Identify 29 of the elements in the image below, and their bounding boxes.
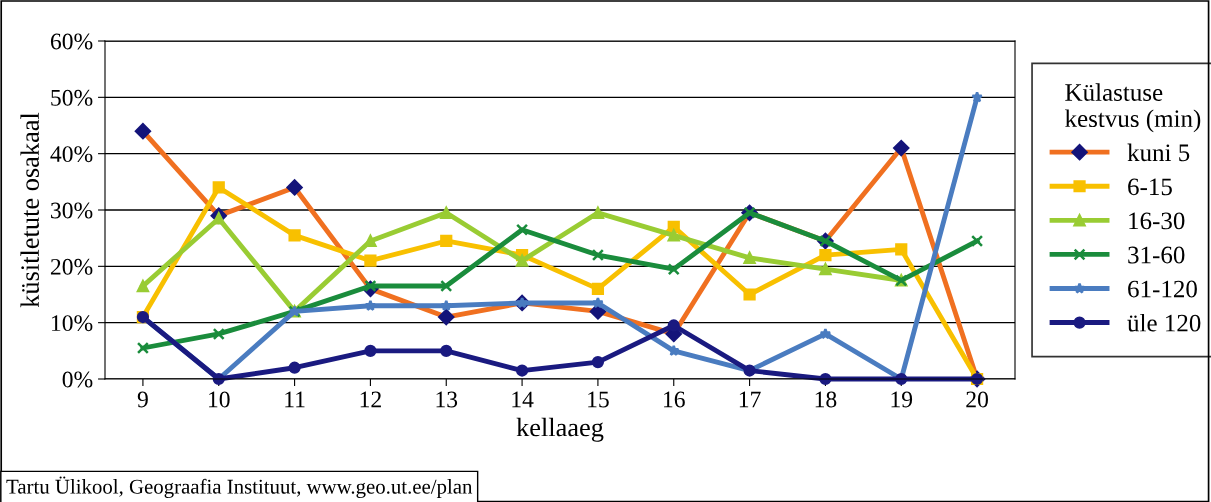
x-axis-title: kellaaeg — [516, 417, 604, 442]
legend-label: kuni 5 — [1127, 143, 1190, 162]
y-tick-label: 50% — [51, 89, 93, 106]
text: Tartu Ülikool, Geograafia Instituut, www.geo.ut.ee/plan — [6, 476, 473, 498]
legend-title: Külastuse kestvus (min) — [1065, 83, 1201, 133]
legend-label: 31-60 — [1128, 246, 1185, 264]
x-tick-label: 17 — [739, 391, 761, 408]
x-tick-label: 19 — [891, 391, 913, 408]
x-tick-label: 13 — [436, 391, 458, 408]
x-tick-label: 12 — [360, 391, 381, 408]
y-tick-label: 0% — [62, 371, 93, 388]
x-tick-label: 16 — [664, 391, 685, 408]
y-tick-label: 10% — [51, 315, 93, 332]
x-tick-label: 15 — [588, 391, 609, 408]
legend-label: 61-120 — [1128, 280, 1197, 298]
y-tick-label: 30% — [51, 202, 93, 219]
y-axis-title: küsitletute osakaal — [20, 112, 39, 308]
legend-label: üle 120 — [1127, 313, 1201, 332]
y-tick-label: 20% — [50, 258, 93, 275]
y-tick-label: 60% — [50, 33, 93, 50]
x-tick-label: 18 — [815, 391, 837, 408]
legend-label: 16-30 — [1129, 212, 1185, 230]
x-tick-label: 14 — [512, 391, 534, 408]
legend-label: 6-15 — [1128, 178, 1172, 196]
x-tick-label: 9 — [137, 391, 148, 408]
x-tick-label: 10 — [209, 391, 230, 408]
y-tick-label: 40% — [50, 146, 93, 163]
x-tick-label: 20 — [966, 391, 988, 408]
x-tick-label: 11 — [285, 391, 305, 408]
